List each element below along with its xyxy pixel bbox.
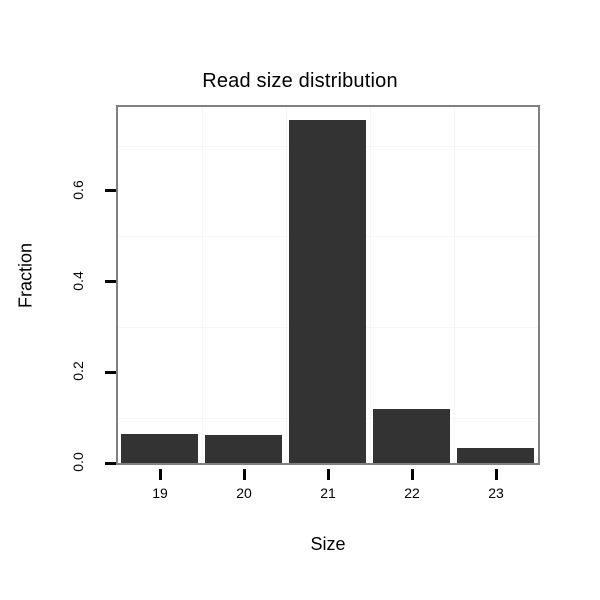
- x-tick-label-20: 20: [236, 485, 252, 501]
- y-tick-label-0.2: 0.2: [70, 361, 86, 381]
- x-tick-19: [159, 469, 162, 480]
- x-tick-label-22: 22: [404, 485, 420, 501]
- bar-22: [373, 409, 450, 463]
- y-tick-0.4: [105, 280, 116, 283]
- x-tick-label-23: 23: [488, 485, 504, 501]
- y-tick-0.6: [105, 189, 116, 192]
- chart-title: Read size distribution: [202, 70, 398, 92]
- gridline-vertical: [370, 107, 371, 463]
- x-axis-title: Size: [310, 534, 346, 554]
- x-tick-21: [327, 469, 330, 480]
- y-axis-title: Fraction: [15, 242, 36, 309]
- y-tick-0.2: [105, 371, 116, 374]
- x-tick-label-19: 19: [152, 485, 168, 501]
- y-tick-0.0: [105, 462, 116, 465]
- bar-23: [457, 448, 534, 463]
- gridline-vertical: [286, 107, 287, 463]
- plot-area: [118, 107, 538, 463]
- x-tick-20: [243, 469, 246, 480]
- y-tick-label-0.0: 0.0: [70, 452, 86, 472]
- bar-19: [121, 434, 198, 463]
- gridline-vertical: [454, 107, 455, 463]
- x-tick-22: [411, 469, 414, 480]
- bar-21: [289, 120, 366, 463]
- y-tick-label-0.6: 0.6: [70, 180, 86, 200]
- bar-20: [205, 435, 282, 463]
- plot-panel: [116, 105, 540, 465]
- gridline-vertical: [202, 107, 203, 463]
- x-tick-23: [495, 469, 498, 480]
- y-tick-label-0.4: 0.4: [70, 271, 86, 291]
- x-tick-label-21: 21: [320, 485, 336, 501]
